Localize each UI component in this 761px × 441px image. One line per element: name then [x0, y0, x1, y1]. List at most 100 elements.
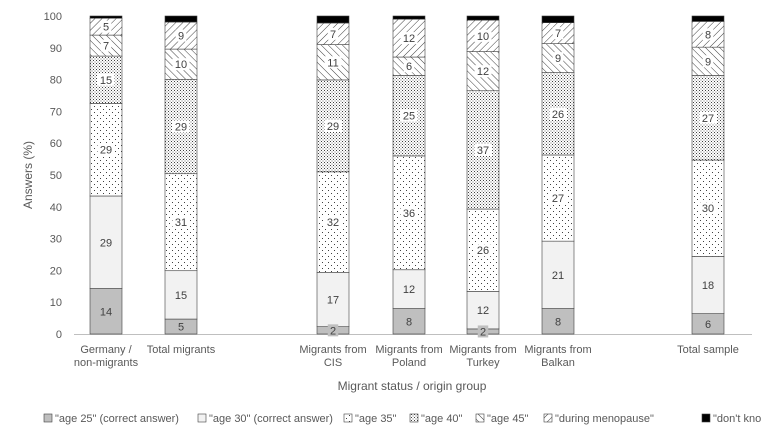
data-label: 12 — [403, 33, 415, 45]
data-label-bg — [549, 268, 567, 281]
data-label-bg — [474, 29, 492, 42]
data-label-bg — [172, 216, 190, 229]
data-label-bg — [97, 236, 115, 249]
data-label-bg — [324, 293, 342, 306]
legend-label: "age 25" (correct answer) — [55, 413, 179, 425]
x-category-label: Migrants from Balkan — [524, 344, 591, 369]
data-label: 17 — [327, 294, 339, 306]
data-label-bg — [403, 315, 415, 328]
data-label: 7 — [330, 29, 336, 41]
legend-label: "age 45" — [487, 413, 529, 425]
data-label: 10 — [477, 31, 489, 43]
data-label: 7 — [103, 41, 109, 53]
y-tick-label: 40 — [50, 202, 62, 214]
bar-segment — [541, 15, 575, 23]
data-label-bg — [474, 304, 492, 317]
data-label-bg — [172, 58, 190, 71]
data-label-bg — [400, 109, 418, 122]
data-label-bg — [702, 317, 714, 330]
legend-label: "don't know" — [713, 413, 761, 425]
legend-swatch — [701, 413, 711, 423]
data-label: 26 — [552, 109, 564, 121]
bar-segment — [316, 15, 350, 24]
legend-swatch — [543, 413, 553, 423]
legend-swatch — [43, 413, 53, 423]
data-label-bg — [100, 20, 112, 33]
data-label: 12 — [477, 66, 489, 78]
bar-segment — [466, 51, 500, 92]
data-label: 5 — [103, 22, 109, 34]
data-label: 7 — [555, 28, 561, 40]
data-label: 32 — [327, 217, 339, 229]
data-label: 25 — [403, 111, 415, 123]
data-label-bg — [552, 52, 564, 65]
data-label: 15 — [100, 75, 112, 87]
y-tick-label: 20 — [50, 265, 62, 277]
y-tick-label: 10 — [50, 297, 62, 309]
data-label: 10 — [175, 59, 187, 71]
data-label: 29 — [100, 145, 112, 157]
data-label: 6 — [705, 319, 711, 331]
x-category-label: Germany / non-migrants — [74, 344, 139, 369]
bar-segment — [164, 270, 198, 320]
data-label: 15 — [175, 290, 187, 302]
data-label-bg — [702, 55, 714, 68]
data-label: 9 — [178, 31, 184, 43]
legend-swatch — [197, 413, 207, 423]
data-label: 2 — [480, 326, 486, 338]
data-label: 31 — [175, 217, 187, 229]
data-label-bg — [324, 56, 342, 69]
x-category-label: Migrants from CIS — [299, 344, 366, 369]
data-label: 6 — [406, 61, 412, 73]
legend: "age 25" (correct answer) "age 30" (corre… — [43, 413, 761, 425]
y-tick-label: 60 — [50, 138, 62, 150]
data-label: 27 — [702, 113, 714, 125]
bar-segment — [89, 15, 123, 19]
bar-segment — [466, 15, 500, 21]
x-category-label: Migrants from Poland — [375, 344, 442, 369]
data-label-bg — [702, 28, 714, 41]
data-label: 12 — [477, 305, 489, 317]
data-label: 29 — [100, 237, 112, 249]
legend-label: "age 35" — [355, 413, 397, 425]
data-label-bg — [97, 305, 115, 318]
data-label: 18 — [702, 280, 714, 292]
data-label: 29 — [175, 122, 187, 134]
data-label-bg — [175, 320, 187, 333]
x-axis-title: Migrant status / origin group — [338, 379, 487, 393]
data-label-bg — [327, 324, 339, 337]
data-label-bg — [552, 315, 564, 328]
y-tick-label: 80 — [50, 75, 62, 87]
data-label: 8 — [555, 316, 561, 328]
data-label-bg — [172, 288, 190, 301]
legend-swatch — [475, 413, 485, 423]
data-label-bg — [100, 39, 112, 52]
bar-segment — [392, 15, 426, 20]
y-tick-label: 90 — [50, 43, 62, 55]
data-label-bg — [474, 65, 492, 78]
data-label-bg — [549, 192, 567, 205]
data-label-bg — [175, 29, 187, 42]
data-label: 14 — [100, 306, 112, 318]
data-label: 37 — [477, 145, 489, 157]
bar-segment — [691, 15, 725, 22]
data-label-bg — [699, 279, 717, 292]
data-label: 12 — [403, 284, 415, 296]
y-axis-title: Answers (%) — [21, 141, 35, 209]
data-label-bg — [403, 60, 415, 73]
bar-segment — [164, 15, 198, 23]
data-labels: 1429291575515312910921732291178123625612… — [97, 20, 717, 338]
x-category-label: Total sample — [677, 344, 739, 356]
data-label-bg — [477, 325, 489, 338]
data-label-bg — [324, 216, 342, 229]
legend-swatch — [343, 413, 353, 423]
data-label: 2 — [330, 325, 336, 337]
x-category-label: Migrants from Turkey — [449, 344, 516, 369]
data-label-bg — [400, 32, 418, 45]
data-label-bg — [699, 202, 717, 215]
y-tick-label: 0 — [56, 329, 62, 341]
data-label-bg — [549, 107, 567, 120]
data-label: 36 — [403, 208, 415, 220]
y-tick-label: 50 — [50, 170, 62, 182]
